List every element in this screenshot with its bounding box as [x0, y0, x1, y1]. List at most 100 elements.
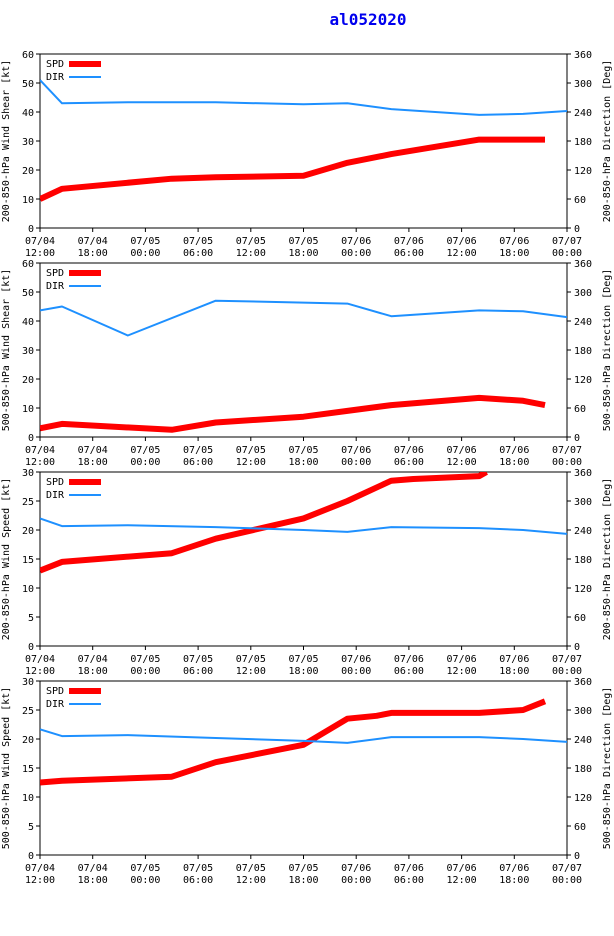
x-tick-label-time: 12:00: [25, 248, 55, 259]
y-axis-label-left: 200-850-hPa Wind Shear [kt]: [1, 60, 12, 223]
x-tick-label-date: 07/04: [25, 863, 55, 874]
y-tick-label-right: 120: [574, 375, 592, 386]
plot-frame: [39, 262, 568, 438]
y-tick-label-left: 5: [28, 613, 34, 624]
x-tick-label-time: 06:00: [183, 457, 213, 468]
y-axis-label-left: 500-850-hPa Wind Shear [kt]: [1, 269, 12, 432]
y-axis-label-left: 500-850-hPa Wind Speed [kt]: [1, 687, 12, 850]
x-tick-label-date: 07/06: [394, 445, 424, 456]
x-tick-label-time: 18:00: [78, 666, 108, 677]
x-tick-label-time: 06:00: [183, 248, 213, 259]
y-tick-label-left: 60: [22, 50, 34, 61]
x-tick-label-date: 07/06: [341, 445, 371, 456]
y-tick-label-right: 240: [574, 526, 592, 537]
y-tick-label-right: 180: [574, 346, 592, 357]
series-spd-line: [40, 472, 488, 574]
x-tick-label-time: 06:00: [394, 457, 424, 468]
x-tick-label-time: 12:00: [25, 875, 55, 886]
series-dir-line: [40, 728, 567, 744]
y-tick-label-right: 120: [574, 584, 592, 595]
x-tick-label-time: 12:00: [447, 248, 477, 259]
y-tick-label-right: 60: [574, 195, 586, 206]
x-tick-label-date: 07/06: [394, 236, 424, 247]
y-tick-label-right: 240: [574, 735, 592, 746]
legend-dir-label: DIR: [46, 490, 65, 501]
y-tick-label-left: 25: [22, 497, 34, 508]
x-tick-label-time: 06:00: [394, 875, 424, 886]
x-tick-label-time: 00:00: [130, 875, 160, 886]
x-tick-label-date: 07/04: [25, 654, 55, 665]
x-tick-label-date: 07/06: [499, 445, 529, 456]
x-tick-label-date: 07/05: [236, 236, 266, 247]
y-tick-label-right: 180: [574, 764, 592, 775]
y-tick-label-left: 15: [22, 764, 34, 775]
y-tick-label-right: 60: [574, 404, 586, 415]
y-tick-label-right: 0: [574, 224, 580, 235]
x-tick-label-time: 06:00: [183, 875, 213, 886]
y-axis-label-left: 200-850-hPa Wind Speed [kt]: [1, 478, 12, 641]
y-tick-label-right: 180: [574, 555, 592, 566]
series-spd-line: [40, 394, 546, 433]
y-axis-label-right: 200-850-hPa Direction [Deg]: [602, 478, 613, 641]
plot-frame: [39, 680, 568, 856]
figure-title: al052020: [329, 10, 406, 29]
series-dir-line: [40, 299, 567, 337]
x-tick-label-time: 00:00: [552, 875, 582, 886]
x-tick-label-time: 12:00: [25, 666, 55, 677]
y-tick-label-left: 20: [22, 166, 34, 177]
x-tick-label-date: 07/04: [25, 445, 55, 456]
x-tick-label-time: 18:00: [288, 875, 318, 886]
x-tick-label-time: 00:00: [552, 666, 582, 677]
y-tick-label-right: 300: [574, 79, 592, 90]
x-tick-label-date: 07/06: [341, 236, 371, 247]
x-tick-label-time: 12:00: [447, 875, 477, 886]
x-tick-label-date: 07/04: [78, 236, 108, 247]
x-tick-label-time: 00:00: [341, 875, 371, 886]
x-tick-label-date: 07/06: [447, 863, 477, 874]
y-tick-label-left: 50: [22, 288, 34, 299]
x-tick-label-date: 07/05: [130, 654, 160, 665]
y-tick-label-right: 180: [574, 137, 592, 148]
y-tick-label-left: 0: [28, 224, 34, 235]
x-tick-label-date: 07/05: [183, 654, 213, 665]
x-tick-label-time: 18:00: [78, 875, 108, 886]
y-axis-label-right: 500-850-hPa Direction [Deg]: [602, 687, 613, 850]
x-tick-label-date: 07/05: [183, 863, 213, 874]
x-tick-label-date: 07/06: [499, 863, 529, 874]
y-tick-label-right: 360: [574, 468, 592, 479]
x-tick-label-date: 07/04: [78, 445, 108, 456]
x-tick-label-date: 07/06: [447, 236, 477, 247]
series-dir-line: [40, 79, 567, 116]
x-tick-label-time: 18:00: [499, 248, 529, 259]
x-tick-label-date: 07/06: [341, 863, 371, 874]
series-spd-line: [40, 698, 547, 786]
x-tick-label-time: 12:00: [236, 248, 266, 259]
legend-spd-label: SPD: [46, 686, 64, 697]
x-tick-label-time: 00:00: [341, 457, 371, 468]
y-tick-label-right: 60: [574, 822, 586, 833]
legend-dir-label: DIR: [46, 72, 65, 83]
x-tick-label-time: 12:00: [236, 666, 266, 677]
y-tick-label-left: 0: [28, 433, 34, 444]
y-tick-label-left: 10: [22, 584, 34, 595]
x-tick-label-date: 07/05: [183, 445, 213, 456]
x-tick-label-time: 12:00: [447, 457, 477, 468]
y-tick-label-right: 0: [574, 433, 580, 444]
y-tick-label-right: 120: [574, 793, 592, 804]
x-tick-label-time: 06:00: [183, 666, 213, 677]
y-tick-label-left: 0: [28, 851, 34, 862]
y-tick-label-right: 240: [574, 108, 592, 119]
x-tick-label-date: 07/05: [130, 863, 160, 874]
y-tick-label-right: 60: [574, 613, 586, 624]
panel-3: 05101520253006012018024030036007/0412:00…: [1, 468, 613, 677]
y-tick-label-left: 30: [22, 137, 34, 148]
y-tick-label-left: 25: [22, 706, 34, 717]
x-tick-label-date: 07/05: [236, 445, 266, 456]
y-tick-label-left: 5: [28, 822, 34, 833]
y-tick-label-right: 300: [574, 497, 592, 508]
y-tick-label-left: 10: [22, 195, 34, 206]
y-tick-label-left: 20: [22, 735, 34, 746]
y-tick-label-left: 10: [22, 404, 34, 415]
y-tick-label-left: 20: [22, 375, 34, 386]
series-spd-line: [40, 136, 545, 202]
